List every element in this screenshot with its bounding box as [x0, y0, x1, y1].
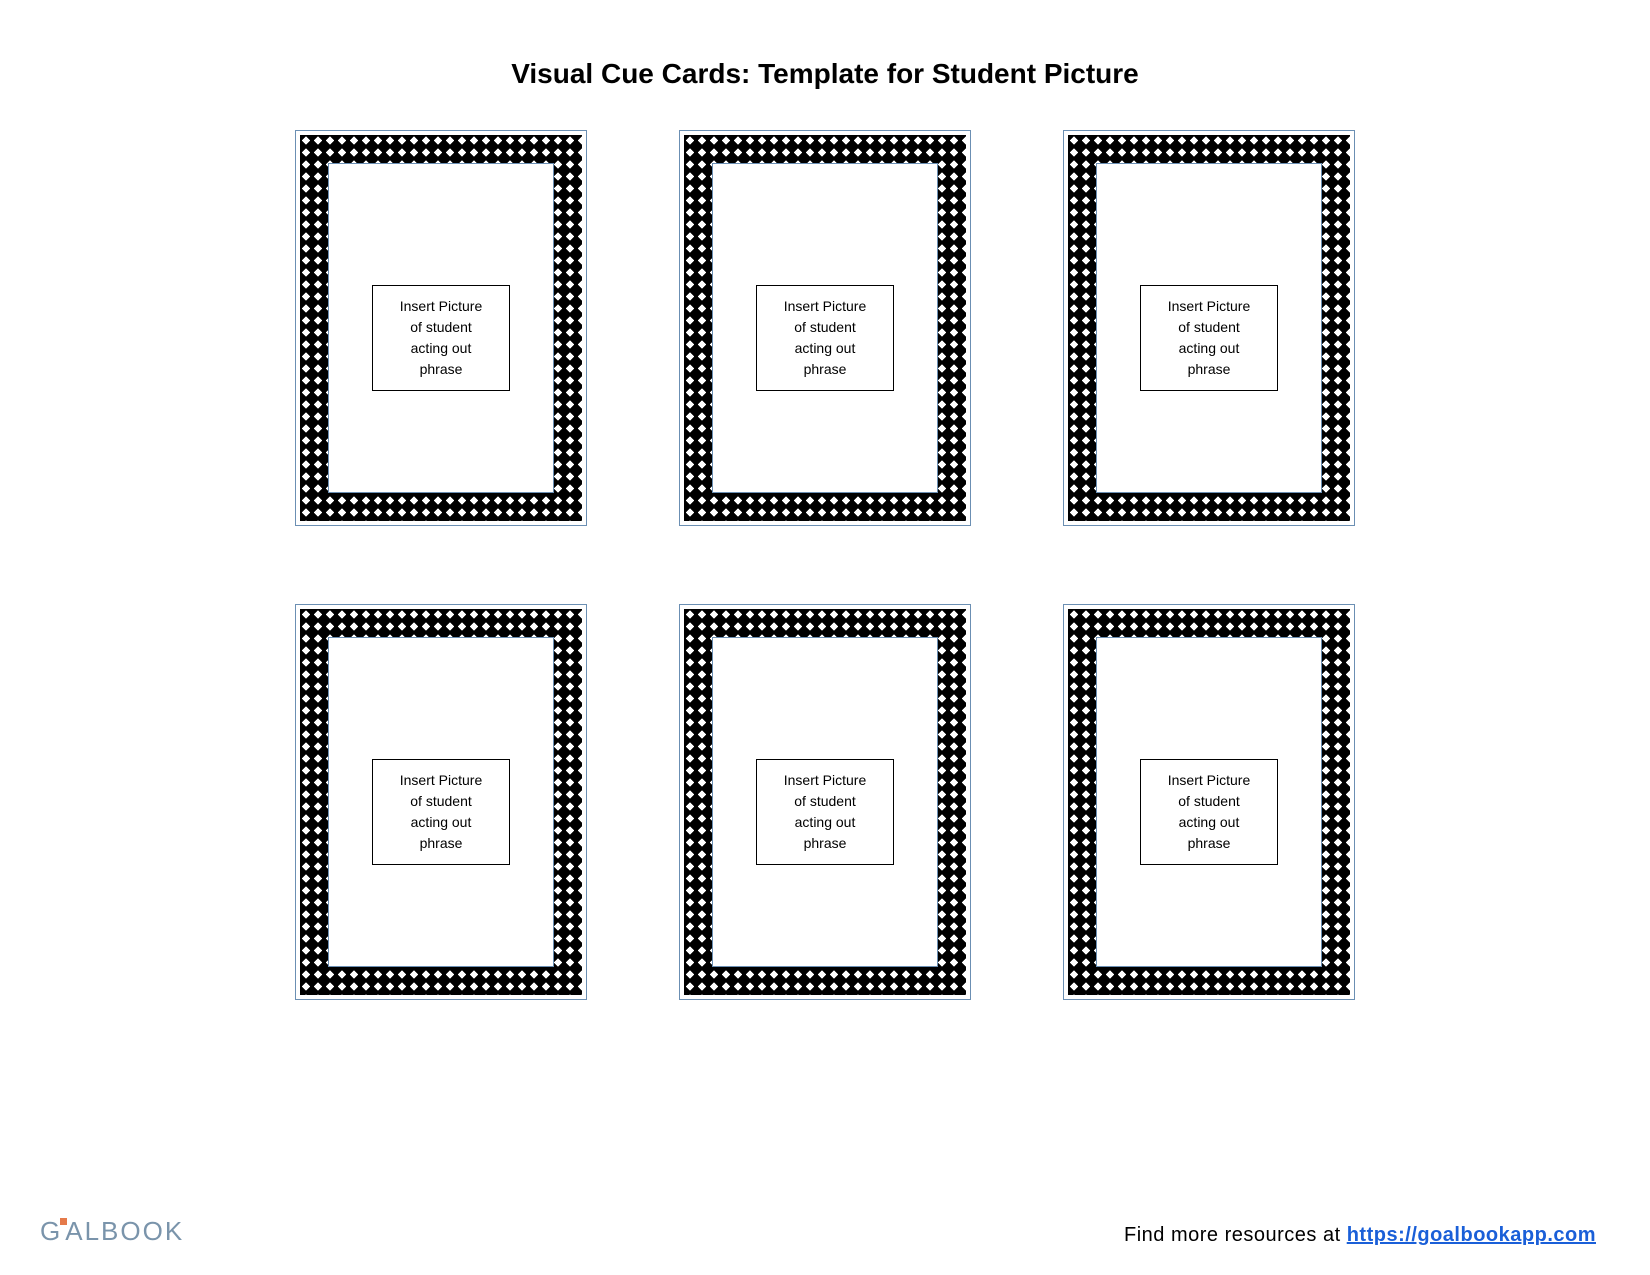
placeholder-line: Insert Picture	[381, 770, 501, 791]
card-pattern-border: Insert Picture of student acting out phr…	[684, 135, 966, 521]
footer-link[interactable]: https://goalbookapp.com	[1347, 1224, 1596, 1246]
footer-prefix: Find more resources at	[1124, 1224, 1347, 1246]
picture-placeholder: Insert Picture of student acting out phr…	[372, 285, 510, 391]
placeholder-line: of student	[1149, 791, 1269, 812]
cue-card: Insert Picture of student acting out phr…	[1063, 130, 1355, 526]
page-title: Visual Cue Cards: Template for Student P…	[0, 0, 1650, 130]
placeholder-line: Insert Picture	[765, 770, 885, 791]
footer-text: Find more resources at https://goalbooka…	[1124, 1224, 1596, 1247]
logo-accent-icon	[60, 1218, 67, 1225]
placeholder-line: of student	[381, 317, 501, 338]
cue-card: Insert Picture of student acting out phr…	[295, 130, 587, 526]
card-pattern-border: Insert Picture of student acting out phr…	[300, 135, 582, 521]
card-inner: Insert Picture of student acting out phr…	[1096, 163, 1322, 493]
picture-placeholder: Insert Picture of student acting out phr…	[372, 759, 510, 865]
footer: GALBOOK Find more resources at https://g…	[0, 1216, 1650, 1247]
card-inner: Insert Picture of student acting out phr…	[712, 163, 938, 493]
picture-placeholder: Insert Picture of student acting out phr…	[1140, 759, 1278, 865]
goalbook-logo: GALBOOK	[40, 1216, 184, 1247]
card-inner: Insert Picture of student acting out phr…	[328, 637, 554, 967]
card-grid: Insert Picture of student acting out phr…	[0, 130, 1650, 1000]
placeholder-line: acting out	[1149, 812, 1269, 833]
placeholder-line: phrase	[1149, 359, 1269, 380]
cue-card: Insert Picture of student acting out phr…	[1063, 604, 1355, 1000]
placeholder-line: phrase	[381, 359, 501, 380]
placeholder-line: acting out	[381, 812, 501, 833]
placeholder-line: acting out	[765, 338, 885, 359]
card-inner: Insert Picture of student acting out phr…	[328, 163, 554, 493]
cue-card: Insert Picture of student acting out phr…	[295, 604, 587, 1000]
card-pattern-border: Insert Picture of student acting out phr…	[684, 609, 966, 995]
card-inner: Insert Picture of student acting out phr…	[1096, 637, 1322, 967]
card-pattern-border: Insert Picture of student acting out phr…	[1068, 135, 1350, 521]
card-pattern-border: Insert Picture of student acting out phr…	[1068, 609, 1350, 995]
card-pattern-border: Insert Picture of student acting out phr…	[300, 609, 582, 995]
picture-placeholder: Insert Picture of student acting out phr…	[756, 759, 894, 865]
placeholder-line: phrase	[765, 833, 885, 854]
placeholder-line: of student	[1149, 317, 1269, 338]
placeholder-line: phrase	[765, 359, 885, 380]
picture-placeholder: Insert Picture of student acting out phr…	[1140, 285, 1278, 391]
placeholder-line: acting out	[1149, 338, 1269, 359]
placeholder-line: acting out	[765, 812, 885, 833]
card-inner: Insert Picture of student acting out phr…	[712, 637, 938, 967]
placeholder-line: Insert Picture	[1149, 770, 1269, 791]
logo-text-right: ALBOOK	[65, 1216, 184, 1246]
cue-card: Insert Picture of student acting out phr…	[679, 604, 971, 1000]
placeholder-line: acting out	[381, 338, 501, 359]
placeholder-line: of student	[381, 791, 501, 812]
placeholder-line: phrase	[381, 833, 501, 854]
logo-text-left: G	[40, 1216, 62, 1246]
placeholder-line: of student	[765, 791, 885, 812]
cue-card: Insert Picture of student acting out phr…	[679, 130, 971, 526]
placeholder-line: Insert Picture	[765, 296, 885, 317]
placeholder-line: phrase	[1149, 833, 1269, 854]
placeholder-line: of student	[765, 317, 885, 338]
placeholder-line: Insert Picture	[381, 296, 501, 317]
placeholder-line: Insert Picture	[1149, 296, 1269, 317]
picture-placeholder: Insert Picture of student acting out phr…	[756, 285, 894, 391]
